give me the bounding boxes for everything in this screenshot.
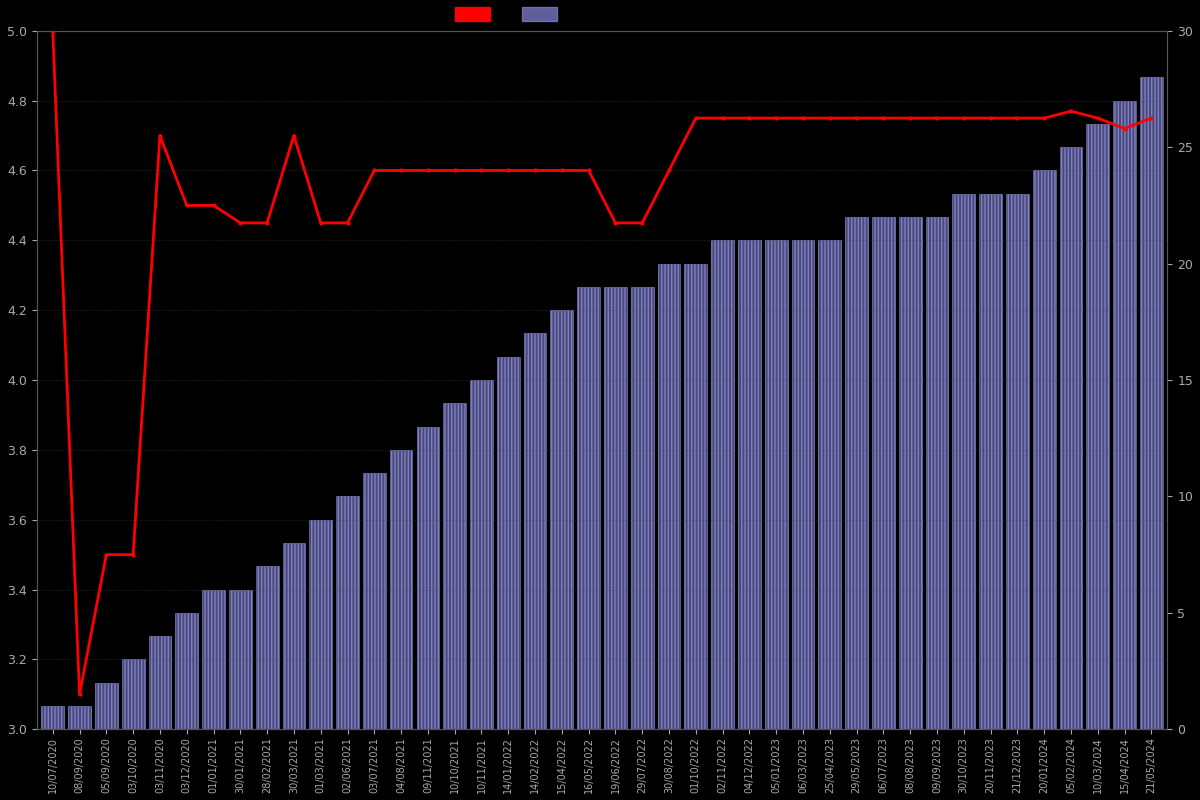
- Bar: [631, 287, 654, 730]
- Bar: [684, 264, 707, 730]
- Bar: [470, 380, 493, 730]
- Bar: [577, 287, 600, 730]
- Bar: [899, 217, 922, 730]
- Bar: [416, 426, 439, 730]
- Bar: [202, 590, 224, 730]
- Bar: [551, 310, 574, 730]
- Bar: [390, 450, 413, 730]
- Bar: [604, 287, 626, 730]
- Bar: [175, 613, 198, 730]
- Bar: [497, 357, 520, 730]
- Bar: [792, 240, 815, 730]
- Bar: [1060, 147, 1082, 730]
- Bar: [1114, 101, 1136, 730]
- Bar: [362, 473, 385, 730]
- Bar: [658, 264, 680, 730]
- Bar: [523, 334, 546, 730]
- Bar: [256, 566, 278, 730]
- Bar: [229, 590, 252, 730]
- Bar: [872, 217, 895, 730]
- Bar: [149, 636, 172, 730]
- Bar: [845, 217, 868, 730]
- Bar: [95, 682, 118, 730]
- Bar: [310, 520, 332, 730]
- Bar: [738, 240, 761, 730]
- Bar: [1086, 124, 1109, 730]
- Bar: [979, 194, 1002, 730]
- Bar: [764, 240, 787, 730]
- Bar: [818, 240, 841, 730]
- Bar: [443, 403, 466, 730]
- Bar: [1033, 170, 1056, 730]
- Bar: [41, 706, 64, 730]
- Bar: [282, 543, 305, 730]
- Bar: [712, 240, 734, 730]
- Bar: [1140, 78, 1163, 730]
- Legend: , : ,: [451, 3, 572, 26]
- Bar: [925, 217, 948, 730]
- Bar: [121, 659, 144, 730]
- Bar: [953, 194, 976, 730]
- Bar: [68, 706, 91, 730]
- Bar: [336, 497, 359, 730]
- Bar: [1006, 194, 1028, 730]
